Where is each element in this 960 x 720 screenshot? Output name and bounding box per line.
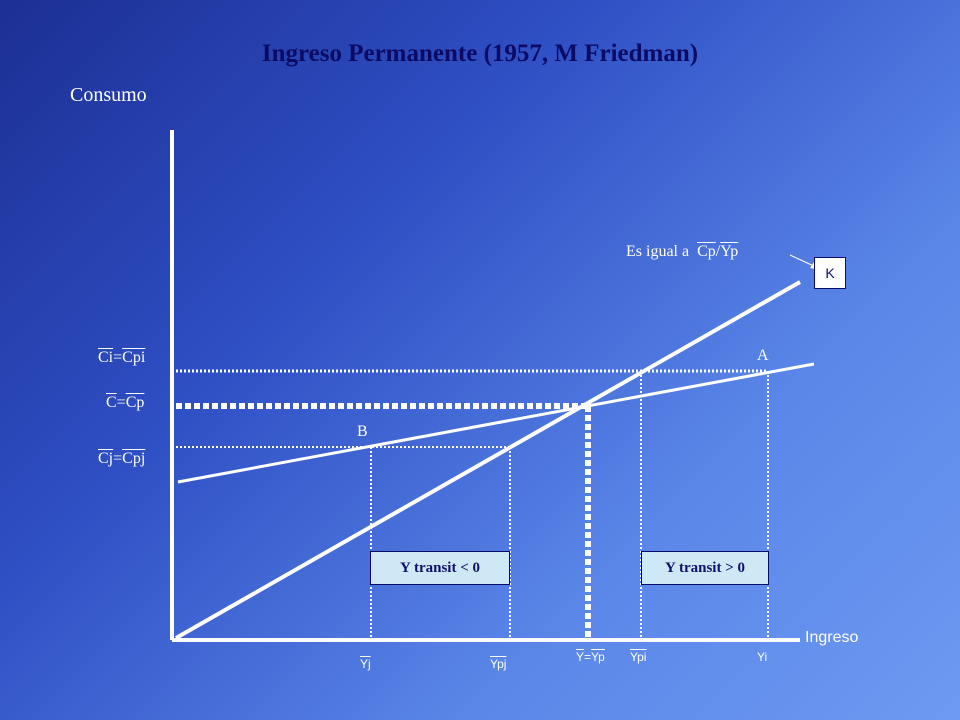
- short-run-consumption-line: [177, 362, 815, 484]
- tick-ci-eq: =: [113, 349, 123, 366]
- transit-positive-box: Y transit > 0: [641, 551, 769, 585]
- permanent-consumption-line: [175, 280, 801, 640]
- tick-yj: Yj: [360, 657, 371, 671]
- k-box: K: [814, 257, 846, 289]
- tick-c-cp: C=Cp: [106, 394, 144, 412]
- tick-yp: Yp: [591, 650, 605, 664]
- tick-ci-cpi: Ci=Cpi: [98, 349, 145, 367]
- tick-ypi: Ypi: [630, 650, 647, 664]
- tick-ypj: Ypj: [490, 657, 507, 671]
- tick-cp: Cp: [125, 394, 145, 411]
- tick-cj-cpj: Cj=Cpj: [98, 450, 145, 468]
- annotation-den: Yp: [720, 243, 739, 260]
- annotation-prefix: Es igual a: [626, 243, 690, 260]
- transit-negative-box: Y transit < 0: [370, 551, 510, 585]
- tick-cj: Cj: [98, 450, 114, 467]
- y-axis-label: Consumo: [70, 84, 147, 106]
- point-a-label: A: [757, 347, 769, 364]
- tick-cj-eq: =: [113, 450, 123, 467]
- tick-y-yp: Y=Yp: [576, 650, 605, 664]
- x-axis-label: Ingreso: [805, 629, 859, 646]
- annotation-num: Cp: [697, 243, 716, 260]
- tick-c-eq: =: [116, 394, 126, 411]
- tick-ci: Ci: [98, 349, 114, 366]
- annotation: Es igual a Cp/Yp: [626, 243, 738, 261]
- tick-yi: Yi: [757, 650, 768, 664]
- annotation-slash: /: [715, 243, 721, 260]
- tick-cpi: Cpi: [122, 349, 146, 366]
- tick-y: Y: [576, 650, 585, 664]
- tick-c: C: [106, 394, 117, 411]
- page-title: Ingreso Permanente (1957, M Friedman): [261, 40, 699, 67]
- point-b-label: B: [357, 423, 368, 440]
- tick-cpj: Cpj: [122, 450, 146, 467]
- tick-y-eq: =: [584, 650, 592, 664]
